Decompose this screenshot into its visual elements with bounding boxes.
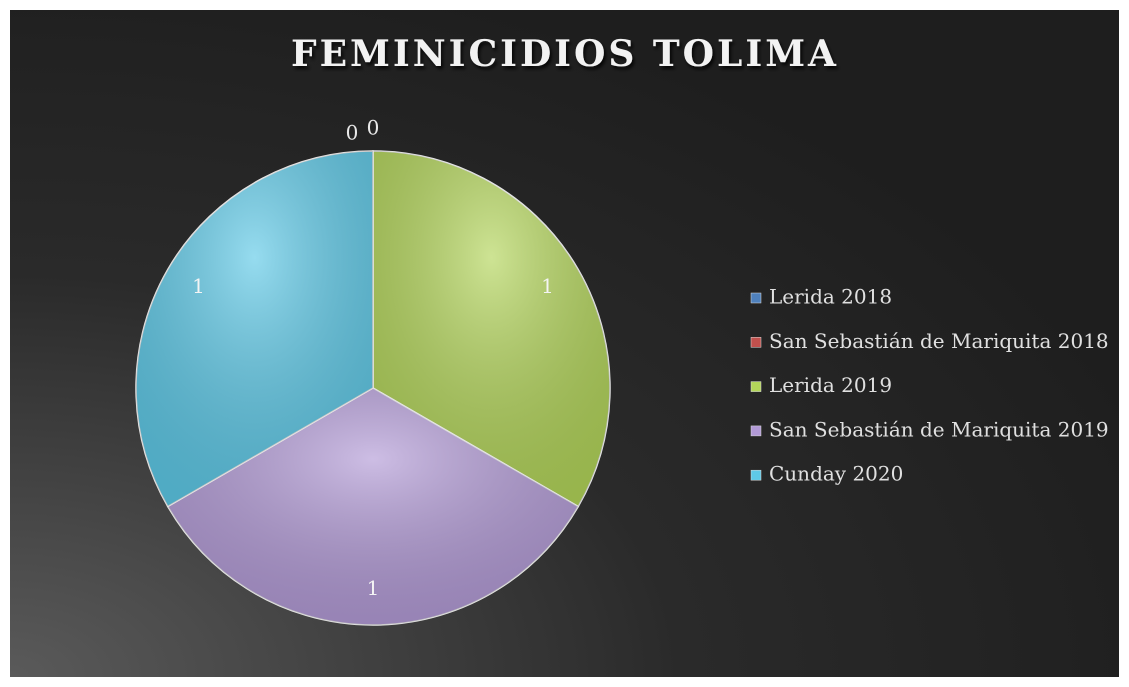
- legend-label: Lerida 2019: [769, 373, 892, 397]
- legend-label: San Sebastián de Mariquita 2019: [769, 417, 1109, 441]
- legend-marker: [750, 337, 762, 348]
- legend-marker: [750, 292, 762, 304]
- legend-label: Cunday 2020: [769, 462, 903, 486]
- legend-marker: [750, 425, 762, 437]
- legend-label: Lerida 2018: [769, 285, 892, 309]
- data-label: 1: [367, 576, 380, 600]
- chart-title: FEMINICIDIOS TOLIMA: [291, 33, 839, 75]
- data-label: 0: [346, 121, 359, 145]
- legend-marker: [750, 381, 762, 392]
- data-label: 0: [367, 116, 380, 140]
- data-label: 1: [541, 274, 554, 298]
- legend-marker: [750, 469, 762, 481]
- legend-label: San Sebastián de Mariquita 2018: [769, 329, 1109, 353]
- data-label: 1: [192, 274, 205, 298]
